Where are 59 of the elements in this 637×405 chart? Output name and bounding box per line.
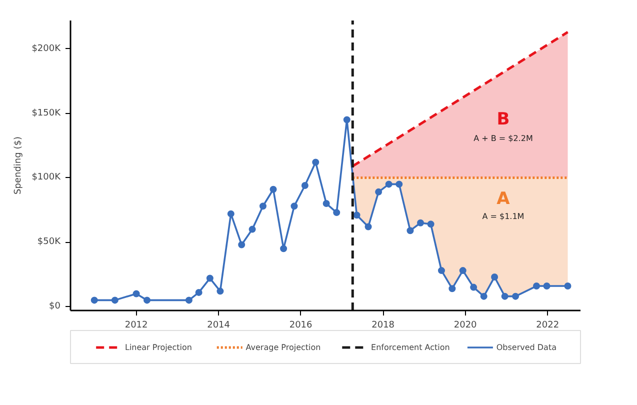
annotation: A + B = $2.2M [474, 134, 533, 143]
x-tick-label: 2012 [124, 320, 148, 330]
point [512, 292, 520, 300]
legend-label: Linear Projection [124, 343, 192, 352]
point [470, 284, 478, 291]
point [312, 158, 320, 166]
x-tick-label: 2014 [207, 320, 230, 330]
point [216, 288, 224, 295]
point [532, 282, 540, 290]
legend-label: Observed Data [496, 343, 557, 352]
y-tick-label: $200K [32, 44, 62, 54]
y-tick-label: $50K [37, 237, 62, 248]
point [375, 188, 382, 196]
x-tick-label: 2020 [454, 320, 478, 330]
point [185, 296, 192, 304]
point [501, 292, 508, 300]
point [448, 285, 456, 292]
legend-label: Enforcement Action [371, 343, 450, 352]
y-axis-title: Spending ($) [14, 136, 24, 194]
point [364, 223, 372, 230]
point [459, 267, 466, 274]
point [353, 212, 360, 219]
point [417, 219, 424, 226]
x-tick-label: 2016 [289, 320, 313, 330]
point [111, 296, 118, 304]
point [406, 227, 414, 234]
point [259, 202, 266, 210]
y-tick-label: $0 [49, 302, 61, 312]
point [90, 296, 98, 304]
point [564, 282, 572, 290]
point [238, 241, 246, 248]
x-tick-label: 2018 [372, 320, 395, 330]
point [385, 180, 392, 188]
point [491, 273, 498, 280]
point [438, 267, 445, 274]
annotation: A = $1.1M [482, 212, 524, 222]
point [343, 116, 350, 124]
point [206, 274, 214, 282]
point [396, 180, 403, 188]
legend-label: Average Projection [246, 343, 321, 352]
point [144, 296, 150, 304]
y-tick-label: $100K [32, 172, 62, 183]
point [480, 292, 488, 300]
point [427, 220, 434, 228]
point [290, 202, 298, 210]
point [280, 245, 288, 252]
annotation: A [496, 189, 511, 210]
x-tick-label: 2022 [536, 320, 560, 330]
point [132, 290, 140, 298]
point [248, 226, 256, 233]
point [227, 210, 234, 218]
point [270, 186, 277, 193]
point [333, 209, 340, 216]
point [301, 182, 308, 189]
annotation: B [496, 110, 510, 130]
point [543, 282, 550, 290]
y-tick-label: $150K [32, 108, 62, 118]
point [195, 288, 202, 296]
point [322, 200, 330, 208]
